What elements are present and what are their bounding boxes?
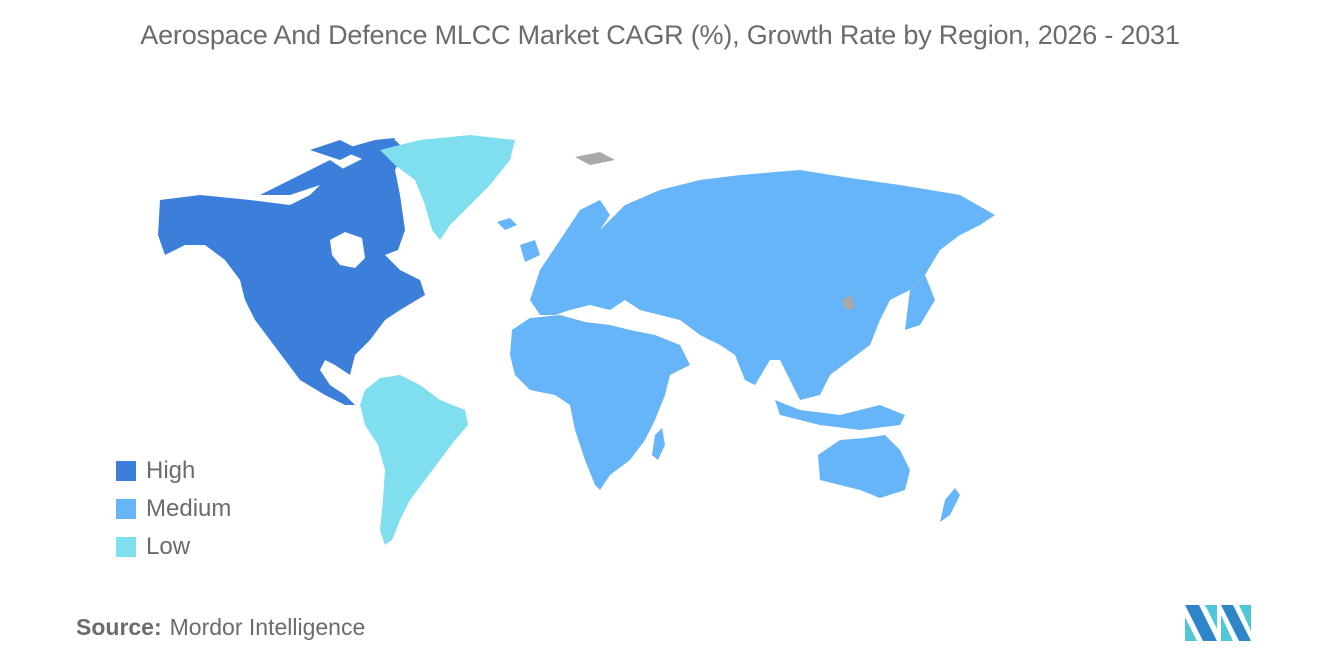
region-eurasia[interactable] (520, 170, 995, 400)
legend-swatch-medium (116, 499, 136, 519)
region-north-korea (842, 295, 855, 310)
legend: High Medium Low (116, 452, 231, 566)
region-greenland[interactable] (380, 135, 515, 240)
legend-swatch-low (116, 537, 136, 557)
legend-swatch-high (116, 461, 136, 481)
region-svalbard (575, 152, 615, 165)
region-africa-middle-east[interactable] (510, 315, 690, 490)
legend-label: Low (146, 533, 191, 560)
legend-item-medium: Medium (116, 490, 231, 528)
legend-item-high: High (116, 452, 231, 490)
region-southeast-asia (775, 400, 905, 430)
source-key: Source: (76, 614, 162, 640)
region-north-america[interactable] (158, 138, 425, 405)
region-south-america[interactable] (360, 375, 468, 545)
legend-label: High (146, 457, 196, 484)
chart-title: Aerospace And Defence MLCC Market CAGR (… (140, 20, 1180, 50)
region-australia[interactable] (818, 435, 910, 498)
source-value: Mordor Intelligence (169, 614, 366, 640)
region-new-zealand (940, 488, 960, 522)
legend-label: Medium (146, 495, 232, 522)
source-line: Source: Mordor Intelligence (76, 614, 365, 641)
region-iceland[interactable] (497, 218, 517, 230)
legend-item-low: Low (116, 528, 231, 566)
region-madagascar (652, 428, 665, 460)
mordor-logo-icon (1185, 605, 1251, 641)
